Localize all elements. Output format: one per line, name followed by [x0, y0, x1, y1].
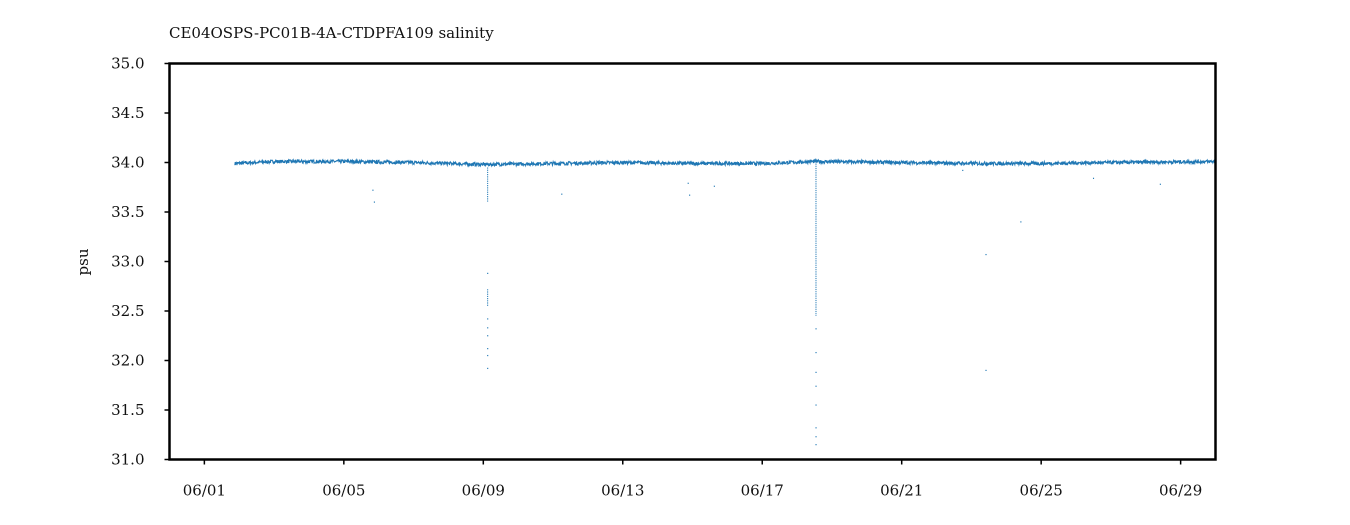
outlier-point	[1020, 221, 1022, 223]
outlier-point	[815, 328, 817, 330]
outlier-point	[815, 436, 817, 438]
salinity-series-line	[234, 157, 1216, 168]
y-tick-label: 32.0	[111, 352, 144, 370]
x-tick-label: 06/29	[1159, 482, 1202, 500]
outlier-point	[373, 201, 375, 203]
outlier-point	[815, 427, 817, 429]
outlier-point	[372, 189, 374, 191]
outlier-point	[815, 351, 817, 354]
outlier-point	[689, 194, 691, 196]
x-tick-label: 06/17	[741, 482, 784, 500]
outlier-point	[815, 444, 817, 446]
outlier-point	[687, 182, 689, 184]
outlier-point	[487, 354, 489, 357]
plot-frame	[168, 62, 1217, 461]
plot-area	[168, 62, 1217, 461]
chart-title: CE04OSPS-PC01B-4A-CTDPFA109 salinity	[169, 24, 494, 42]
y-tick-label: 33.0	[111, 253, 144, 271]
y-tick-label: 31.5	[111, 401, 144, 419]
outlier-point	[1092, 177, 1095, 179]
outlier-point	[815, 385, 817, 387]
outlier-point	[487, 327, 489, 329]
x-tick-label: 06/05	[322, 482, 365, 500]
x-tick-label: 06/25	[1020, 482, 1063, 500]
x-tick-label: 06/01	[183, 482, 226, 500]
data-layer	[234, 157, 1216, 446]
y-tick-label: 34.0	[111, 154, 144, 172]
y-axis-label: psu	[74, 248, 92, 275]
outlier-point	[487, 348, 489, 350]
outlier-point	[1159, 183, 1161, 185]
x-tick-label: 06/09	[462, 482, 505, 500]
outlier-point	[962, 169, 964, 172]
y-tick-label: 32.5	[111, 302, 144, 320]
y-tick-label: 34.5	[111, 104, 144, 122]
outlier-point	[985, 369, 987, 371]
y-tick-label: 33.5	[111, 203, 144, 221]
y-tick-label: 35.0	[111, 55, 144, 73]
y-axis: 31.0 31.5 32.0 32.5 33.0 33.5 34.0 34.5 35.0	[111, 55, 170, 469]
y-tick-label: 31.0	[111, 451, 144, 469]
x-tick-label: 06/21	[880, 482, 923, 500]
outlier-point	[487, 318, 489, 320]
outlier-point	[561, 193, 563, 195]
x-tick-label: 06/13	[601, 482, 644, 500]
outlier-point	[487, 367, 489, 370]
outlier-point	[985, 253, 987, 256]
x-axis: 06/01 06/05 06/09 06/13 06/17 06/21 06/25 06/29	[183, 459, 1202, 500]
outlier-point	[487, 272, 489, 274]
outlier-point	[815, 371, 817, 373]
outlier-point	[815, 404, 817, 406]
outlier-point	[713, 185, 715, 187]
outlier-point	[487, 335, 489, 337]
